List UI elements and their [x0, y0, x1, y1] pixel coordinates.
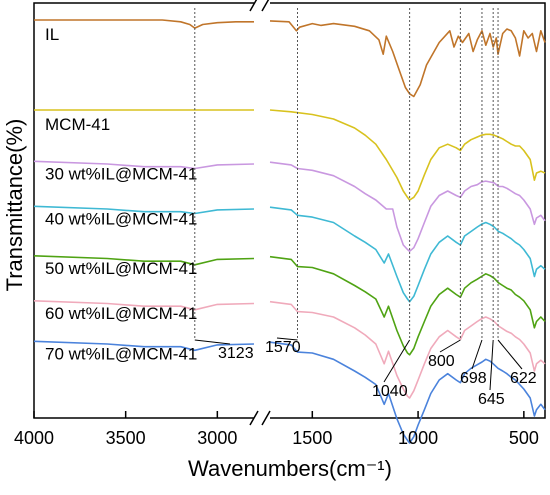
break-mark [249, 410, 259, 426]
x-tick-label: 500 [509, 428, 539, 448]
band-pointer-line [497, 339, 523, 370]
band-markers: 3123 1570 1040 800 698 645 622 [194, 8, 537, 408]
series-label: MCM-41 [45, 115, 110, 134]
series-line [33, 300, 255, 311]
x-tick-label: 1000 [398, 428, 438, 448]
x-tick-label: 3500 [106, 428, 146, 448]
series-line [269, 161, 546, 253]
x-axis-ticks: 4000 3500 3000 1500 1000 500 [14, 411, 539, 448]
band-label: 1570 [265, 339, 301, 356]
series-label: 50 wt%IL@MCM-41 [45, 259, 197, 278]
band-label: 800 [428, 353, 455, 370]
axis-break-marks [249, 0, 271, 426]
series-line [269, 206, 546, 303]
break-mark [261, 0, 270, 12]
band-pointer-line [471, 339, 483, 370]
band-pointer-line [489, 339, 494, 391]
series-line [269, 20, 546, 98]
band-label: 622 [510, 370, 537, 387]
break-gap-top [254, 0, 270, 7]
x-axis-title: Wavenumbers(cm⁻¹) [188, 456, 392, 481]
break-gap-bottom [254, 414, 270, 422]
y-axis-title: Transmittance(%) [2, 119, 27, 292]
series-line [269, 300, 546, 399]
x-tick-label: 4000 [14, 428, 54, 448]
band-pointer-line [383, 339, 411, 383]
plot-frame [33, 2, 546, 419]
series-label: 40 wt%IL@MCM-41 [45, 210, 197, 229]
series-line [33, 255, 255, 266]
x-tick-label: 3000 [197, 428, 237, 448]
series-line [269, 341, 546, 444]
band-label: 698 [460, 370, 487, 387]
series-label: 60 wt%IL@MCM-41 [45, 304, 197, 323]
band-label: 1040 [372, 383, 408, 400]
spectra-traces [33, 19, 546, 444]
series-label: IL [45, 25, 59, 44]
series-line [34, 19, 254, 29]
band-label: 645 [478, 391, 505, 408]
break-mark [261, 410, 271, 426]
series-labels: IL MCM-41 30 wt%IL@MCM-41 40 wt%IL@MCM-41 50… [45, 25, 197, 364]
band-label: 3123 [218, 345, 254, 362]
series-label: 70 wt%IL@MCM-41 [45, 345, 197, 364]
band-pointer-line [194, 339, 231, 345]
series-line [269, 109, 546, 201]
break-mark [249, 0, 258, 12]
series-line [269, 255, 546, 356]
band-pointer-line [276, 337, 298, 341]
x-tick-label: 1500 [292, 428, 332, 448]
series-line [33, 340, 255, 352]
series-label: 30 wt%IL@MCM-41 [45, 165, 197, 184]
series-line [33, 205, 255, 215]
band-pointer-line [439, 339, 461, 353]
series-line [33, 160, 255, 170]
